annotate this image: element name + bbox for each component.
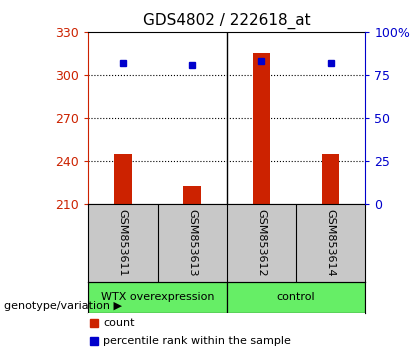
Text: genotype/variation ▶: genotype/variation ▶	[4, 301, 122, 311]
Text: count: count	[103, 319, 135, 329]
Bar	[88, 282, 227, 313]
Title: GDS4802 / 222618_at: GDS4802 / 222618_at	[143, 13, 311, 29]
Bar	[114, 154, 131, 204]
Bar	[227, 282, 365, 313]
Text: GSM853611: GSM853611	[118, 209, 128, 276]
Text: percentile rank within the sample: percentile rank within the sample	[103, 336, 291, 346]
Text: GSM853612: GSM853612	[257, 209, 266, 276]
Text: GSM853613: GSM853613	[187, 209, 197, 276]
Text: WTX overexpression: WTX overexpression	[101, 292, 214, 302]
Bar	[184, 187, 201, 204]
Text: control: control	[277, 292, 315, 302]
Text: GSM853614: GSM853614	[326, 209, 336, 276]
Bar	[253, 53, 270, 204]
Bar	[322, 154, 339, 204]
